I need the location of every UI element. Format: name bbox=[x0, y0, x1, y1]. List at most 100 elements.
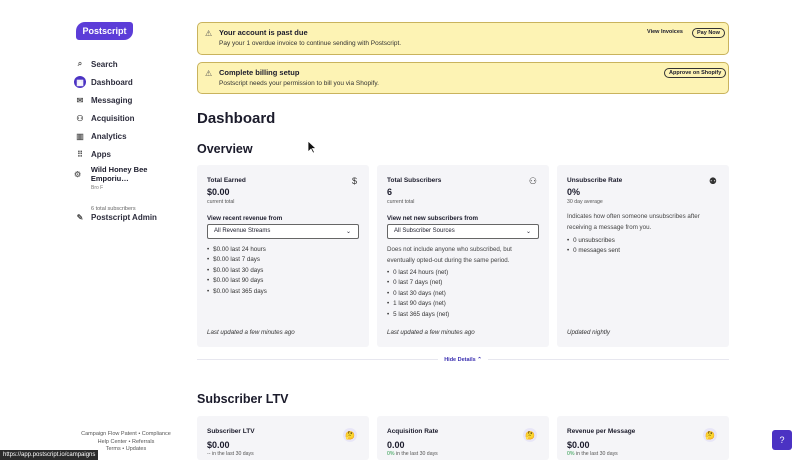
hide-details-toggle[interactable]: Hide Details ⌃ bbox=[197, 357, 729, 363]
hide-details-label: Hide Details ⌃ bbox=[438, 357, 488, 363]
sidebar-item-messaging[interactable]: ✉ Messaging bbox=[74, 91, 186, 109]
card-title: Acquisition Rate bbox=[387, 428, 439, 435]
thinking-face-icon: 🤔 bbox=[523, 428, 537, 442]
card-description: Indicates how often someone unsubscribes… bbox=[567, 213, 700, 231]
last-updated: Last updated a few minutes ago bbox=[207, 329, 295, 336]
banner-title: Complete billing setup bbox=[219, 68, 300, 77]
help-chat-button[interactable]: ? bbox=[772, 430, 792, 450]
message-icon: ✉ bbox=[76, 95, 84, 105]
chart-icon: ▥ bbox=[76, 131, 84, 141]
thinking-face-icon: 🤔 bbox=[343, 428, 357, 442]
sidebar-item-analytics[interactable]: ▥ Analytics bbox=[74, 127, 186, 145]
card-title: Total Subscribers bbox=[387, 177, 442, 184]
banner-text: Pay your 1 overdue invoice to continue s… bbox=[219, 40, 402, 47]
sidebar-item-dashboard[interactable]: ▦ Dashboard bbox=[74, 73, 186, 91]
total-subscribers-card: Total Subscribers 6 current total ⚇ View… bbox=[377, 165, 549, 347]
unsubscribe-rate-card: Unsubscribe Rate 0% 30 day average ⚉ Ind… bbox=[557, 165, 729, 347]
card-subtext: 30 day average bbox=[567, 199, 603, 205]
acquisition-rate-card: Acquisition Rate 0.00 0% in the last 30 … bbox=[377, 416, 549, 460]
gear-icon: ⚙ bbox=[74, 169, 82, 179]
postscript-logo[interactable]: Postscript bbox=[76, 22, 133, 40]
footer-link-referrals[interactable]: Referrals bbox=[132, 438, 155, 445]
shop-user: Bro F bbox=[91, 185, 104, 191]
sidebar-item-label: Search bbox=[91, 59, 118, 69]
list-item: $0.00 last 365 days bbox=[207, 287, 267, 297]
card-value: $0.00 bbox=[207, 187, 230, 197]
card-subtext: current total bbox=[387, 199, 415, 205]
chevron-down-icon: ⌄ bbox=[525, 229, 531, 235]
subscriber-ltv-card: Subscriber LTV $0.00 -- in the last 30 d… bbox=[197, 416, 369, 460]
chevron-down-icon: ⌄ bbox=[345, 229, 351, 235]
shop-switcher[interactable]: ⚙ Wild Honey Bee Emporiu… Bro F 6 total … bbox=[74, 165, 186, 212]
sidebar-item-admin[interactable]: ✎ Postscript Admin bbox=[74, 208, 157, 226]
overview-title: Overview bbox=[197, 142, 253, 156]
footer-link-help[interactable]: Help Center bbox=[97, 438, 128, 445]
card-label: View recent revenue from bbox=[207, 215, 283, 222]
change-period: in the last 30 days bbox=[575, 451, 618, 457]
subscriber-count: 6 total subscribers bbox=[91, 206, 136, 212]
footer-link-terms[interactable]: Terms bbox=[105, 446, 121, 452]
sidebar-item-search[interactable]: ⌕ Search bbox=[74, 55, 186, 73]
pay-now-button[interactable]: Pay Now bbox=[692, 28, 725, 38]
view-invoices-link[interactable]: View Invoices bbox=[647, 29, 683, 35]
card-subtext: 0% in the last 30 days bbox=[387, 451, 438, 457]
user-minus-icon: ⚉ bbox=[708, 176, 717, 186]
sidebar-item-label: Acquisition bbox=[91, 113, 135, 123]
sidebar-item-apps[interactable]: ⠿ Apps bbox=[74, 145, 186, 163]
last-updated: Last updated a few minutes ago bbox=[387, 329, 475, 336]
card-value: 0.00 bbox=[387, 440, 405, 450]
card-subtext: 0% in the last 30 days bbox=[567, 451, 618, 457]
list-item: 0 last 30 days (net) bbox=[387, 289, 449, 299]
footer-link-updates[interactable]: Updates bbox=[125, 446, 147, 452]
thinking-face-icon: 🤔 bbox=[703, 428, 717, 442]
card-subtext: -- in the last 30 days bbox=[207, 451, 254, 457]
list-item: $0.00 last 7 days bbox=[207, 255, 267, 265]
list-item: $0.00 last 90 days bbox=[207, 276, 267, 286]
list-item: 5 last 365 days (net) bbox=[387, 310, 449, 320]
banner-text: Postscript needs your permission to bill… bbox=[219, 80, 379, 87]
sidebar-item-label: Postscript Admin bbox=[91, 212, 157, 222]
subscriber-source-select[interactable]: All Subscriber Sources ⌄ bbox=[387, 224, 539, 239]
past-due-banner: ⚠ Your account is past due Pay your 1 ov… bbox=[197, 22, 729, 55]
footer-sep: • bbox=[128, 438, 131, 445]
revenue-stream-select[interactable]: All Revenue Streams ⌄ bbox=[207, 224, 359, 239]
card-value: $0.00 bbox=[207, 440, 230, 450]
dashboard-icon: ▦ bbox=[74, 76, 86, 88]
billing-setup-banner: ⚠ Complete billing setup Postscript need… bbox=[197, 62, 729, 94]
sidebar-item-label: Analytics bbox=[91, 131, 127, 141]
revenue-per-message-card: Revenue per Message $0.00 0% in the last… bbox=[557, 416, 729, 460]
list-item: 0 last 7 days (net) bbox=[387, 278, 449, 288]
footer-sep: • bbox=[122, 446, 125, 452]
unsubscribe-list: 0 unsubscribes 0 messages sent bbox=[567, 236, 620, 257]
warning-icon: ⚠ bbox=[205, 29, 213, 38]
list-item: $0.00 last 24 hours bbox=[207, 245, 267, 255]
sidebar-item-label: Dashboard bbox=[91, 77, 133, 87]
approve-shopify-button[interactable]: Approve on Shopify bbox=[664, 68, 727, 78]
mouse-cursor-icon bbox=[307, 140, 316, 154]
revenue-list: $0.00 last 24 hours $0.00 last 7 days $0… bbox=[207, 245, 267, 297]
shop-name: Wild Honey Bee Emporiu… bbox=[90, 165, 148, 183]
sidebar-item-label: Apps bbox=[91, 149, 111, 159]
change-period: in the last 30 days bbox=[395, 451, 438, 457]
card-value: 0% bbox=[567, 187, 581, 197]
card-subtext: current total bbox=[207, 199, 235, 205]
list-item: 0 unsubscribes bbox=[567, 236, 620, 246]
sidebar-item-label: Messaging bbox=[91, 95, 133, 105]
select-value: All Revenue Streams bbox=[214, 228, 271, 234]
status-bar-url: https://app.postscript.io/campaigns bbox=[0, 450, 99, 460]
apps-icon: ⠿ bbox=[77, 149, 83, 159]
card-title: Revenue per Message bbox=[567, 428, 636, 435]
footer-link-compliance[interactable]: Compliance bbox=[141, 431, 171, 437]
footer-link-patent[interactable]: Campaign Flow Patent bbox=[81, 431, 137, 437]
select-value: All Subscriber Sources bbox=[394, 228, 455, 234]
change-value: -- bbox=[207, 451, 211, 457]
subscriber-list: 0 last 24 hours (net) 0 last 7 days (net… bbox=[387, 268, 449, 320]
sidebar: Postscript ⌕ Search ▦ Dashboard ✉ Messag… bbox=[0, 0, 186, 460]
list-item: 0 messages sent bbox=[567, 246, 620, 256]
list-item: 1 last 90 days (net) bbox=[387, 299, 449, 309]
sidebar-item-acquisition[interactable]: ⚇ Acquisition bbox=[74, 109, 186, 127]
banner-title: Your account is past due bbox=[219, 28, 308, 37]
card-value: 6 bbox=[387, 187, 393, 197]
dollar-icon: $ bbox=[351, 176, 357, 186]
ltv-title: Subscriber LTV bbox=[197, 392, 289, 406]
